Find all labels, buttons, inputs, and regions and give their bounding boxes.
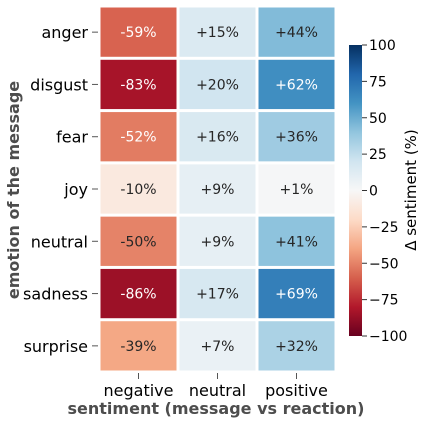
cell-value-label: +32% bbox=[275, 339, 318, 355]
cell-value-label: +1% bbox=[280, 182, 314, 198]
cell-value-label: -10% bbox=[120, 182, 156, 198]
heatmap-cell bbox=[100, 59, 177, 110]
x-tick-label: positive bbox=[265, 381, 328, 400]
cell-value-label: -83% bbox=[120, 77, 156, 93]
cell-value-label: +17% bbox=[196, 287, 239, 303]
heatmap-cell bbox=[258, 164, 335, 214]
colorbar-label: Δ sentiment (%) bbox=[402, 129, 420, 251]
x-axis-label: sentiment (message vs reaction) bbox=[68, 399, 365, 418]
cell-value-label: +69% bbox=[275, 287, 318, 303]
heatmap-cell bbox=[258, 59, 335, 110]
colorbar-tick-label: 75 bbox=[369, 74, 387, 90]
y-tick-label: sadness bbox=[23, 285, 88, 304]
cell-value-label: -39% bbox=[120, 339, 156, 355]
heatmap-cell bbox=[258, 7, 335, 57]
heatmap-cell bbox=[100, 321, 177, 371]
colorbar-tick-label: −50 bbox=[369, 256, 399, 272]
x-tick-labels: negative neutral positive bbox=[104, 373, 328, 400]
y-tick-label: anger bbox=[41, 23, 88, 42]
cell-value-label: +9% bbox=[201, 234, 235, 250]
cell-value-label: +62% bbox=[275, 77, 318, 93]
heatmap-cell bbox=[179, 216, 256, 266]
heatmap-cell bbox=[100, 268, 177, 319]
cell-value-label: -59% bbox=[120, 25, 156, 41]
cell-value-label: +44% bbox=[275, 25, 318, 41]
y-tick-labels: anger disgust fear joy neutral sadness surpris… bbox=[23, 23, 98, 356]
y-tick-label: neutral bbox=[31, 232, 88, 251]
cell-value-label: +41% bbox=[275, 234, 318, 250]
heatmap-cell bbox=[179, 321, 256, 371]
heatmap-cell bbox=[258, 321, 335, 371]
cell-value-label: +7% bbox=[201, 339, 235, 355]
y-tick-label: disgust bbox=[30, 75, 88, 94]
heatmap-cell bbox=[258, 216, 335, 266]
colorbar-tick-label: −25 bbox=[369, 220, 399, 236]
heatmap-cell bbox=[258, 112, 335, 162]
cell-value-label: +20% bbox=[196, 77, 239, 93]
heatmap-cell bbox=[179, 164, 256, 214]
colorbar-tick-label: 100 bbox=[369, 38, 396, 54]
heatmap-cells: -59% +15% +44% -83% +20% +62% -52% +16% +36% -10%… bbox=[100, 7, 335, 371]
colorbar: −100 −75 −50 −25 0 25 50 75 100 Δ sentiment (%) bbox=[349, 38, 420, 345]
colorbar-tick-label: 25 bbox=[369, 147, 387, 163]
heatmap-cell bbox=[179, 59, 256, 110]
heatmap-cell bbox=[100, 112, 177, 162]
y-tick-label: fear bbox=[56, 128, 88, 147]
colorbar-tick-label: 50 bbox=[369, 111, 387, 127]
y-tick-label: surprise bbox=[24, 337, 88, 356]
colorbar-tick-label: −100 bbox=[369, 329, 407, 345]
colorbar-gradient bbox=[349, 45, 362, 336]
x-tick-label: negative bbox=[104, 381, 174, 400]
cell-value-label: +15% bbox=[196, 25, 239, 41]
cell-value-label: -86% bbox=[120, 287, 156, 303]
cell-value-label: -50% bbox=[120, 234, 156, 250]
cell-value-label: +9% bbox=[201, 182, 235, 198]
heatmap-cell bbox=[179, 7, 256, 57]
x-tick-label: neutral bbox=[189, 381, 246, 400]
heatmap-cell bbox=[100, 164, 177, 214]
heatmap-cell bbox=[100, 216, 177, 266]
heatmap-cell bbox=[179, 112, 256, 162]
heatmap-cell bbox=[100, 7, 177, 57]
colorbar-tick-label: 0 bbox=[369, 184, 378, 200]
heatmap-cell bbox=[258, 268, 335, 319]
cell-value-label: +36% bbox=[275, 130, 318, 146]
colorbar-ticks: −100 −75 −50 −25 0 25 50 75 100 bbox=[362, 38, 407, 345]
y-axis-label: emotion of the message bbox=[4, 81, 23, 299]
cell-value-label: +16% bbox=[196, 130, 239, 146]
heatmap-cell bbox=[179, 268, 256, 319]
cell-value-label: -52% bbox=[120, 130, 156, 146]
colorbar-tick-label: −75 bbox=[369, 293, 399, 309]
y-tick-label: joy bbox=[63, 180, 88, 199]
